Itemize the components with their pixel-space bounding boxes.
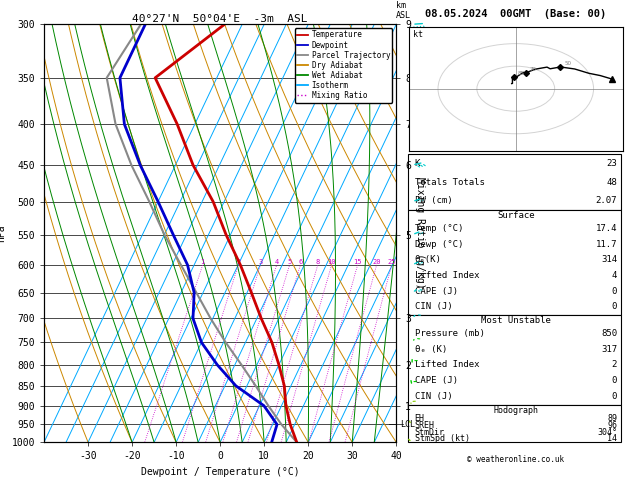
Text: 2: 2 — [611, 361, 617, 369]
Text: 96: 96 — [607, 421, 617, 430]
Text: 317: 317 — [601, 345, 617, 353]
Text: 20: 20 — [372, 259, 381, 265]
Text: Lifted Index: Lifted Index — [415, 361, 479, 369]
Text: 08.05.2024  00GMT  (Base: 00): 08.05.2024 00GMT (Base: 00) — [425, 9, 606, 19]
Text: CIN (J): CIN (J) — [415, 392, 452, 401]
Text: Hodograph: Hodograph — [493, 406, 538, 415]
Text: 2: 2 — [237, 259, 240, 265]
Text: 5: 5 — [287, 259, 292, 265]
Text: Most Unstable: Most Unstable — [481, 316, 551, 325]
Bar — [408, 405, 621, 442]
Text: 14: 14 — [607, 434, 617, 443]
Text: Totals Totals: Totals Totals — [415, 177, 484, 187]
Text: 0: 0 — [611, 376, 617, 385]
Text: θₑ (K): θₑ (K) — [415, 345, 447, 353]
Text: Dewp (°C): Dewp (°C) — [415, 240, 463, 249]
Text: SREH: SREH — [415, 421, 435, 430]
Text: 1: 1 — [201, 259, 205, 265]
Text: Temp (°C): Temp (°C) — [415, 224, 463, 233]
Title: 40°27'N  50°04'E  -3m  ASL: 40°27'N 50°04'E -3m ASL — [132, 14, 308, 23]
Text: 850: 850 — [601, 329, 617, 338]
Text: 4: 4 — [611, 271, 617, 280]
Text: 3: 3 — [259, 259, 262, 265]
Text: 0: 0 — [611, 302, 617, 312]
X-axis label: Dewpoint / Temperature (°C): Dewpoint / Temperature (°C) — [141, 467, 299, 477]
Text: K: K — [415, 159, 420, 168]
Bar — [408, 315, 621, 405]
Y-axis label: hPa: hPa — [0, 225, 6, 242]
Bar — [408, 154, 621, 210]
Text: LCL: LCL — [400, 420, 415, 429]
Text: 48: 48 — [606, 177, 617, 187]
Text: 89: 89 — [607, 414, 617, 423]
Text: θₑ(K): θₑ(K) — [415, 256, 442, 264]
Text: 17.4: 17.4 — [596, 224, 617, 233]
Text: 70: 70 — [530, 67, 537, 71]
Text: CIN (J): CIN (J) — [415, 302, 452, 312]
Text: 10: 10 — [327, 259, 336, 265]
Text: © weatheronline.co.uk: © weatheronline.co.uk — [467, 455, 564, 464]
Text: 314: 314 — [601, 256, 617, 264]
Text: PW (cm): PW (cm) — [415, 196, 452, 206]
Text: 15: 15 — [353, 259, 362, 265]
Text: EH: EH — [415, 414, 425, 423]
Text: 50: 50 — [564, 61, 571, 66]
Text: 8: 8 — [316, 259, 320, 265]
Y-axis label: Mixing Ratio (g/kg): Mixing Ratio (g/kg) — [415, 177, 425, 289]
Text: CAPE (J): CAPE (J) — [415, 376, 457, 385]
Text: 304°: 304° — [597, 428, 617, 436]
Text: 6: 6 — [298, 259, 303, 265]
Text: 23: 23 — [606, 159, 617, 168]
Text: 2.07: 2.07 — [596, 196, 617, 206]
Legend: Temperature, Dewpoint, Parcel Trajectory, Dry Adiabat, Wet Adiabat, Isotherm, Mi: Temperature, Dewpoint, Parcel Trajectory… — [295, 28, 392, 103]
Text: 25: 25 — [387, 259, 396, 265]
Text: Lifted Index: Lifted Index — [415, 271, 479, 280]
Text: 0: 0 — [611, 287, 617, 296]
Text: StmSpd (kt): StmSpd (kt) — [415, 434, 469, 443]
Text: 4: 4 — [274, 259, 279, 265]
Text: 85: 85 — [518, 71, 525, 76]
Text: km
ASL: km ASL — [396, 0, 411, 20]
Text: CAPE (J): CAPE (J) — [415, 287, 457, 296]
Text: kt: kt — [413, 31, 423, 39]
Text: StmDir: StmDir — [415, 428, 445, 436]
Bar — [408, 210, 621, 315]
Text: 0: 0 — [611, 392, 617, 401]
Text: 11.7: 11.7 — [596, 240, 617, 249]
Text: Surface: Surface — [497, 211, 535, 220]
Text: Pressure (mb): Pressure (mb) — [415, 329, 484, 338]
